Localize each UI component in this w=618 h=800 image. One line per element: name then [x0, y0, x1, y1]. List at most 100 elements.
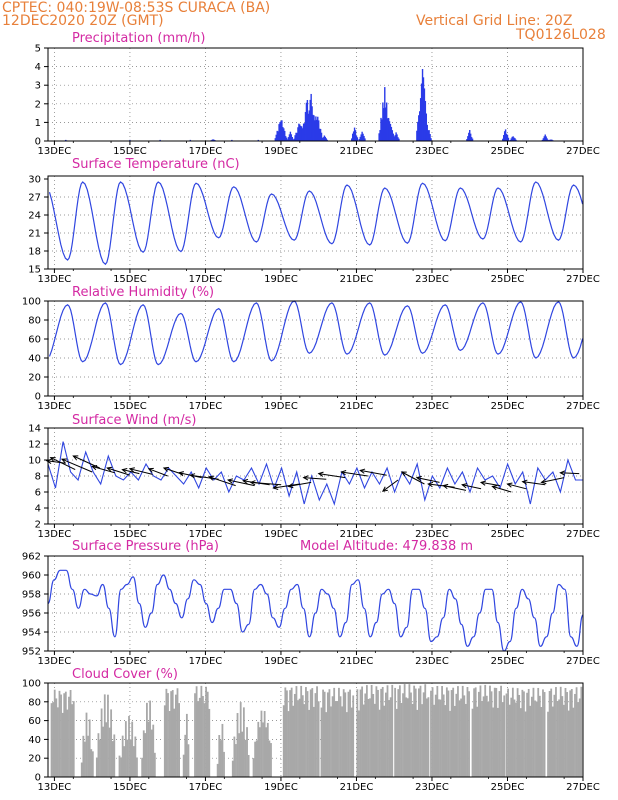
precip-bar	[316, 119, 318, 141]
cloud-bar	[146, 702, 148, 777]
precip-bar	[286, 139, 289, 141]
cloud-bar	[381, 686, 384, 777]
cloud-bar	[142, 730, 145, 777]
cloud-bar	[493, 687, 496, 777]
cloud-bar	[290, 687, 293, 777]
precip-bar	[384, 87, 386, 141]
wind-vector-head	[106, 466, 113, 472]
cloud-bar	[91, 751, 94, 777]
wind-vector-head	[121, 468, 128, 474]
cloud-bar	[526, 692, 529, 777]
cloud-bar	[385, 692, 387, 777]
precip-bar	[307, 121, 310, 141]
precip-bar	[257, 139, 259, 141]
cloud-bar	[369, 698, 371, 777]
cloud-bar	[441, 686, 443, 777]
cloud-bar	[507, 688, 509, 777]
cloud-bar	[90, 749, 93, 777]
cloud-bar	[132, 746, 135, 777]
wind-xtick-label: 23DEC	[415, 529, 449, 540]
precip-bar	[297, 127, 299, 141]
cloud-ytick-label: 40	[28, 735, 41, 746]
cloud-bar	[457, 686, 459, 777]
precip-bar	[211, 139, 213, 141]
cloud-bar	[367, 698, 370, 777]
wind-vector	[462, 484, 482, 490]
pres-ytick-label: 956	[22, 609, 41, 620]
precip-xtick-label: 15DEC	[113, 146, 147, 157]
wind-vector-head	[491, 485, 498, 491]
cloud-bar	[406, 698, 409, 777]
wind-vector	[122, 469, 140, 475]
wind-vector	[61, 458, 93, 473]
cloud-bar	[58, 690, 61, 777]
precip-bar	[283, 128, 285, 141]
precip-bar	[397, 137, 399, 141]
precip-bar	[543, 136, 546, 141]
precip-bar	[279, 122, 281, 141]
rh-frame	[47, 300, 584, 397]
cloud-bar	[513, 699, 516, 777]
wind-vector	[382, 479, 399, 492]
cloud-bar	[242, 707, 245, 777]
precip-bar	[503, 131, 506, 141]
cloud-bar	[123, 746, 126, 777]
cloud-bar	[187, 744, 190, 777]
wind-ytick-label: 6	[35, 488, 41, 499]
precip-bar	[390, 126, 393, 141]
cloud-bar	[416, 709, 419, 777]
rh-xtick-label: 19DEC	[264, 401, 298, 412]
rh-xtick-label: 23DEC	[415, 401, 449, 412]
cloud-bar	[375, 686, 378, 777]
cloud-bar	[141, 757, 144, 777]
temp-xtick-label: 21DEC	[340, 274, 374, 285]
wind-vector	[507, 483, 527, 490]
cloud-bar	[566, 692, 568, 777]
precip-bar	[129, 139, 131, 141]
precip-bar	[312, 114, 314, 141]
precip-bar	[305, 127, 308, 141]
precip-bar	[382, 102, 384, 141]
cloud-bar	[246, 727, 248, 777]
cloud-bar	[323, 691, 326, 777]
precip-bar	[542, 138, 545, 141]
precip-bar	[284, 136, 287, 141]
cloud-bar	[548, 691, 551, 777]
cloud-bar	[447, 690, 450, 777]
cloud-bar	[575, 687, 578, 777]
cloud-bar	[471, 708, 474, 777]
cloud-bar	[485, 695, 488, 777]
precip-frame	[47, 47, 584, 142]
cloud-bar	[510, 697, 513, 777]
cloud-xtick-label: 27DEC	[566, 782, 600, 793]
cloud-bar	[287, 711, 290, 777]
precip-bar	[391, 130, 394, 141]
pres-xtick-label: 13DEC	[38, 656, 72, 667]
cloud-bar	[580, 686, 583, 777]
temp-xtick-label: 19DEC	[264, 274, 298, 285]
precip-bar	[290, 134, 293, 141]
rh-ytick-label: 80	[28, 316, 41, 327]
cloud-bar	[87, 735, 89, 777]
cloud-bar	[108, 727, 111, 777]
cloud-bar	[238, 733, 241, 777]
wind-vector	[303, 477, 327, 480]
cloud-bar	[317, 701, 320, 777]
cloud-bar	[564, 687, 567, 777]
cloud-bar	[400, 702, 403, 777]
precip-bar	[379, 130, 381, 141]
cloud-bar	[309, 689, 312, 777]
cloud-bar	[50, 703, 53, 777]
cloud-bar	[121, 735, 124, 777]
cloud-bar	[292, 705, 295, 777]
rh-title: Relative Humidity (%)	[72, 285, 214, 300]
cloud-ytick-label: 80	[28, 697, 41, 708]
wind-ytick-label: 10	[28, 456, 41, 467]
cloud-bar	[231, 760, 234, 777]
pres-xtick-label: 15DEC	[113, 656, 147, 667]
precip-bar	[314, 120, 316, 141]
cloud-bar	[84, 741, 86, 777]
cloud-bar	[402, 693, 404, 777]
wind-vector-head	[427, 481, 434, 488]
precip-ytick-label: 5	[35, 44, 41, 55]
